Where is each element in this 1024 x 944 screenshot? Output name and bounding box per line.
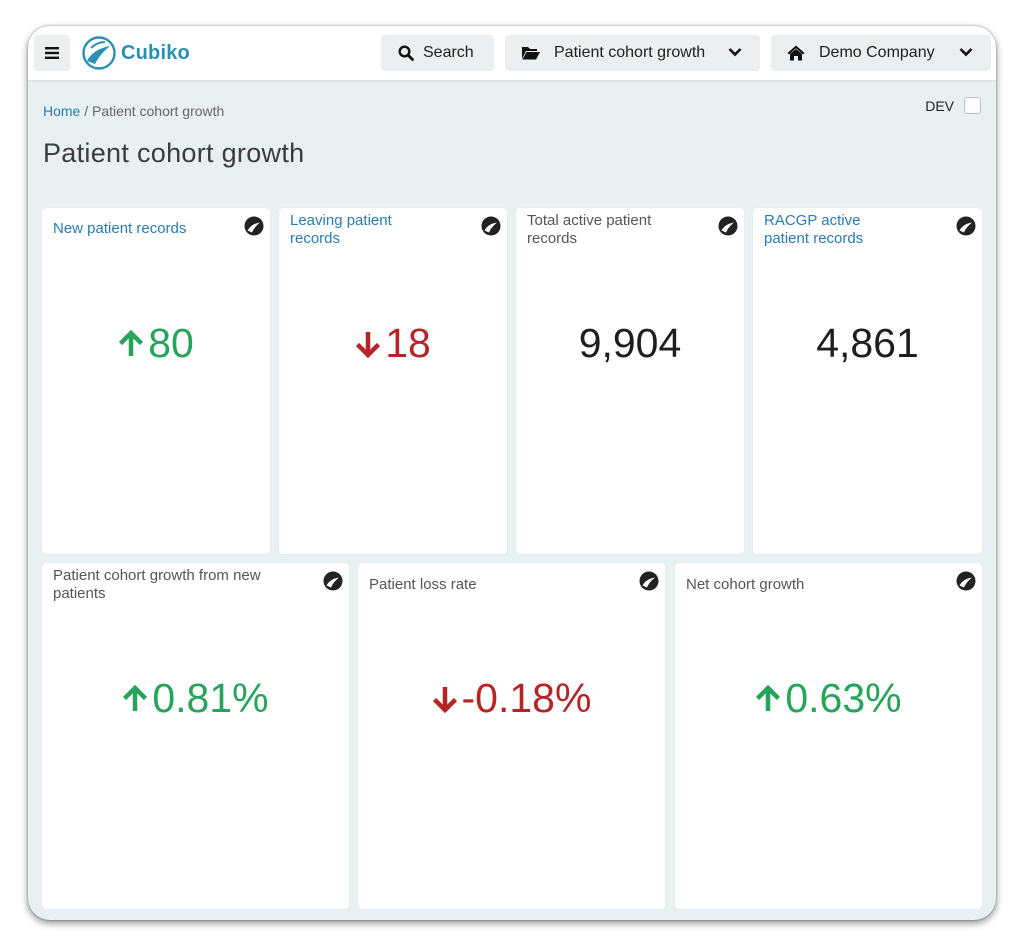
search-label: Search (423, 44, 474, 61)
page-title: Patient cohort growth (43, 138, 305, 168)
dashboard-select[interactable]: Patient cohort growth (505, 35, 760, 71)
metric-value: -0.18% (358, 675, 665, 722)
chevron-down-icon (728, 48, 742, 57)
arrow-down-icon (432, 686, 457, 713)
company-select[interactable]: Demo Company (771, 35, 991, 71)
arrow-up-icon (756, 684, 781, 711)
dev-label: DEV (925, 97, 954, 114)
metric-card-net-cohort-growth[interactable]: Net cohort growth 0.63% (675, 563, 982, 909)
cubiko-logo-icon (82, 36, 116, 70)
cubiko-card-icon[interactable] (956, 571, 976, 591)
menu-icon (45, 47, 59, 59)
arrow-down-icon (356, 331, 381, 358)
dev-checkbox[interactable] (964, 97, 981, 114)
metric-value: 0.81% (42, 675, 349, 722)
card-title: Total active patient records (527, 212, 652, 247)
metric-value-text: 0.63% (785, 675, 902, 721)
metric-card-patient-loss-rate[interactable]: Patient loss rate -0.18% (358, 563, 665, 909)
cubiko-card-icon[interactable] (244, 216, 264, 236)
cubiko-card-icon[interactable] (481, 216, 501, 236)
chevron-down-icon (959, 48, 973, 57)
metric-value-text: 4,861 (816, 320, 919, 366)
arrow-up-icon (123, 684, 148, 711)
card-title[interactable]: Leaving patient records (290, 212, 392, 247)
metric-card-leaving-patient-records[interactable]: Leaving patient records 18 (279, 208, 507, 554)
cubiko-logo[interactable]: Cubiko (82, 35, 190, 71)
app-window: Cubiko Search Patient cohort growth (28, 26, 996, 920)
metric-value: 80 (42, 320, 270, 367)
metric-card-new-patient-records[interactable]: New patient records 80 (42, 208, 270, 554)
cubiko-card-icon[interactable] (323, 571, 343, 591)
metric-card-total-active-patient-records[interactable]: Total active patient records 9,904 (516, 208, 744, 554)
dev-toggle[interactable]: DEV (925, 97, 981, 114)
card-title[interactable]: New patient records (53, 220, 187, 237)
metric-value-text: 18 (385, 320, 431, 366)
breadcrumb: Home / Patient cohort growth (43, 103, 224, 119)
card-title: Patient loss rate (369, 576, 477, 593)
metric-value: 4,861 (753, 320, 982, 367)
card-title: Net cohort growth (686, 576, 805, 593)
metric-value-text: -0.18% (461, 675, 592, 721)
card-title: Patient cohort growth from new patients (53, 567, 261, 602)
company-select-label: Demo Company (819, 44, 935, 61)
card-title[interactable]: RACGP active patient records (764, 212, 864, 247)
metric-card-racgp-active-patient-records[interactable]: RACGP active patient records 4,861 (753, 208, 982, 554)
metric-value: 9,904 (516, 320, 744, 367)
logo-text: Cubiko (121, 41, 190, 64)
top-navbar: Cubiko Search Patient cohort growth (28, 26, 996, 80)
search-icon (398, 45, 414, 61)
metric-card-cohort-growth-new-patients[interactable]: Patient cohort growth from new patients … (42, 563, 349, 909)
metric-value-text: 0.81% (152, 675, 269, 721)
menu-button[interactable] (34, 35, 70, 71)
cubiko-card-icon[interactable] (718, 216, 738, 236)
breadcrumb-current: Patient cohort growth (92, 103, 225, 119)
breadcrumb-separator: / (80, 103, 93, 119)
folder-open-icon (522, 47, 540, 60)
search-button[interactable]: Search (381, 35, 494, 71)
breadcrumb-home-link[interactable]: Home (43, 103, 81, 119)
dashboard-select-label: Patient cohort growth (554, 44, 706, 61)
arrow-up-icon (119, 329, 144, 356)
metric-value-text: 80 (148, 320, 194, 366)
metric-value: 0.63% (675, 675, 982, 722)
metric-value: 18 (279, 320, 507, 367)
cubiko-card-icon[interactable] (639, 571, 659, 591)
cubiko-card-icon[interactable] (956, 216, 976, 236)
home-icon (787, 45, 805, 61)
metric-value-text: 9,904 (578, 320, 682, 366)
